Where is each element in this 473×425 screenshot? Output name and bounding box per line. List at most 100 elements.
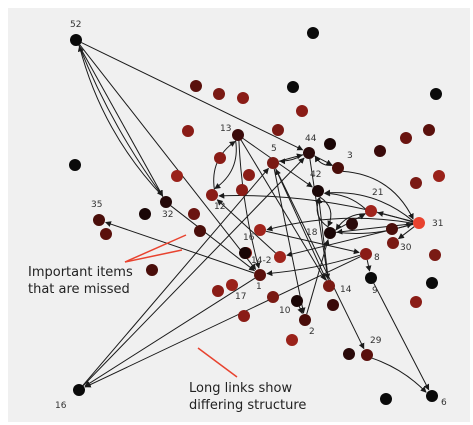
node-label-32: 32 — [162, 210, 173, 220]
edge — [323, 190, 366, 210]
edge — [371, 357, 427, 393]
edge — [79, 44, 257, 270]
annotation-long-line-2: differing structure — [189, 398, 306, 413]
graph-node — [237, 92, 249, 104]
graph-node — [327, 299, 339, 311]
node-label-18: 18 — [306, 228, 318, 238]
graph-node-44 — [303, 147, 315, 159]
graph-node-32 — [160, 196, 172, 208]
graph-node — [287, 81, 299, 93]
edge — [82, 167, 269, 386]
node-label-16b: 16 — [55, 401, 67, 411]
graph-node-14-2 — [274, 251, 286, 263]
graph-node — [430, 88, 442, 100]
graph-node — [213, 88, 225, 100]
annotation-lines — [124, 234, 238, 378]
edge — [81, 42, 304, 151]
graph-node-16b — [73, 384, 85, 396]
edge — [365, 259, 372, 272]
graph-node-13 — [232, 129, 244, 141]
annotation-missed-line-1: Important items — [28, 265, 133, 280]
graph-node — [307, 27, 319, 39]
graph-node-12 — [206, 189, 218, 201]
node-label-12: 12 — [214, 202, 225, 212]
graph-node-9 — [365, 272, 377, 284]
graph-node — [212, 285, 224, 297]
graph-node-1 — [254, 269, 266, 281]
edge — [265, 230, 360, 255]
graph-node — [239, 247, 251, 259]
edge — [78, 45, 164, 197]
graph-node — [433, 170, 445, 182]
graph-node-18 — [324, 227, 336, 239]
graph-node-2 — [299, 314, 311, 326]
node-label-35: 35 — [91, 200, 102, 210]
graph-node-30 — [387, 237, 399, 249]
edge — [240, 139, 326, 281]
graph-node — [410, 296, 422, 308]
edge — [78, 44, 164, 197]
edge — [373, 283, 430, 391]
graph-node-10 — [291, 295, 303, 307]
edges-layer — [77, 42, 430, 393]
graph-node — [243, 169, 255, 181]
edge — [275, 168, 327, 281]
edge — [377, 211, 414, 222]
graph-node — [194, 225, 206, 237]
edge — [214, 140, 237, 190]
edge — [335, 213, 366, 231]
graph-node — [188, 208, 200, 220]
graph-node — [346, 218, 358, 230]
nodes-layer — [69, 27, 445, 405]
node-label-9: 9 — [372, 286, 378, 296]
node-label-29: 29 — [370, 336, 382, 346]
node-label-21: 21 — [372, 188, 383, 198]
node-label-2: 2 — [309, 327, 315, 337]
graph-node-6 — [426, 390, 438, 402]
graph-node — [426, 277, 438, 289]
graph-node — [182, 125, 194, 137]
edge — [216, 199, 276, 254]
edge — [324, 189, 414, 222]
graph-node — [238, 310, 250, 322]
edge — [77, 45, 164, 198]
graph-node — [374, 145, 386, 157]
edge — [342, 170, 414, 220]
graph-node-14 — [323, 280, 335, 292]
graph-node — [214, 152, 226, 164]
graph-node — [296, 105, 308, 117]
annotation-pointer-line — [197, 347, 238, 378]
graph-node-17 — [226, 279, 238, 291]
graph-node-52 — [70, 34, 82, 46]
node-label-13: 13 — [220, 124, 231, 134]
node-label-52: 52 — [70, 20, 81, 30]
edge — [105, 221, 255, 274]
graph-node — [410, 177, 422, 189]
graph-node — [380, 393, 392, 405]
graph-node-16 — [254, 224, 266, 236]
graph-node — [171, 170, 183, 182]
edge — [309, 158, 331, 280]
node-label-31: 31 — [432, 219, 443, 229]
graph-node-21 — [365, 205, 377, 217]
node-label-14: 14 — [340, 285, 352, 295]
edge — [82, 157, 305, 387]
node-label-8: 8 — [374, 253, 380, 263]
node-label-10: 10 — [279, 306, 291, 316]
edge — [266, 217, 414, 232]
edge — [84, 277, 256, 387]
node-label-14-2: 14-2 — [251, 256, 271, 266]
annotations-layer: Important items that are missed Long links… — [28, 265, 306, 413]
annotation-missed-line-2: that are missed — [28, 282, 130, 297]
edge — [306, 239, 330, 315]
node-label-3: 3 — [347, 151, 353, 161]
node-label-42: 42 — [310, 170, 321, 180]
annotation-pointer-line — [124, 234, 187, 263]
edge — [279, 154, 304, 165]
edge — [238, 140, 261, 269]
node-label-30: 30 — [400, 243, 412, 253]
graph-node — [286, 334, 298, 346]
node-label-1: 1 — [256, 282, 262, 292]
annotation-pointer-line — [124, 249, 183, 263]
